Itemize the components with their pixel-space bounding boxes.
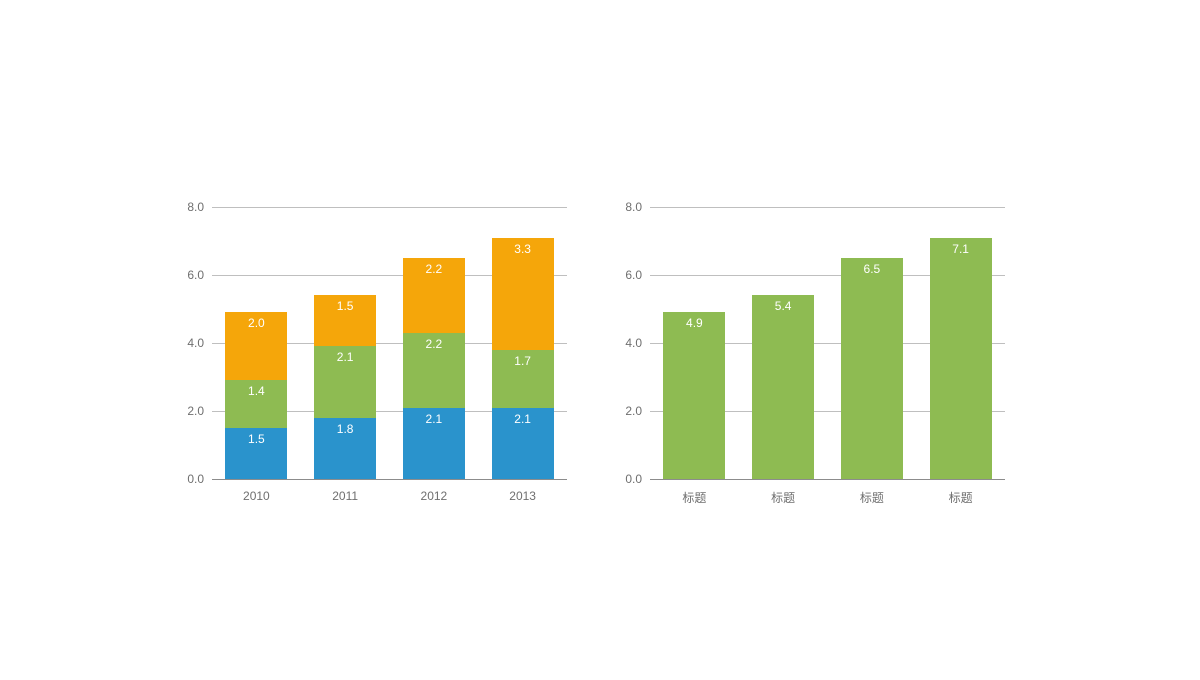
- bar: [930, 238, 992, 479]
- bar-slot: 1.82.11.5: [314, 207, 376, 479]
- bar-slot: 1.51.42.0: [225, 207, 287, 479]
- xtick-label: 2012: [421, 479, 448, 503]
- bar-slot: 4.9: [663, 207, 725, 479]
- bar-segment: [403, 258, 465, 333]
- bar: [663, 312, 725, 479]
- bar-segment: [314, 346, 376, 417]
- xtick-label: 标题: [682, 479, 706, 506]
- ytick-label: 6.0: [625, 268, 650, 282]
- ytick-label: 0.0: [625, 472, 650, 486]
- bar-segment: [225, 428, 287, 479]
- bar-segment: [403, 333, 465, 408]
- bar-segment: [492, 350, 554, 408]
- bar: [841, 258, 903, 479]
- ytick-label: 0.0: [187, 472, 212, 486]
- xtick-label: 标题: [771, 479, 795, 506]
- bar-segment: [225, 312, 287, 380]
- left-stacked-bar-chart: 0.02.04.06.08.020102011201220131.51.42.0…: [212, 207, 567, 479]
- bar-slot: 2.11.73.3: [492, 207, 554, 479]
- left-plot-area: 0.02.04.06.08.020102011201220131.51.42.0…: [212, 207, 567, 479]
- bar-segment: [492, 238, 554, 350]
- ytick-label: 8.0: [625, 200, 650, 214]
- canvas: 0.0 2.0 4.0 6.0 8.0 2010 2011 2012 2013 1.51.42.0…: [0, 0, 1200, 680]
- xtick-label: 标题: [860, 479, 884, 506]
- xtick-label: 2011: [332, 479, 358, 503]
- bar-slot: 5.4: [752, 207, 814, 479]
- right-plot-area: 0.02.04.06.08.0标题标题标题标题4.95.46.57.1: [650, 207, 1005, 479]
- bar-segment: [225, 380, 287, 428]
- bar-segment: [403, 408, 465, 479]
- bar-slot: 6.5: [841, 207, 903, 479]
- ytick-label: 2.0: [187, 404, 212, 418]
- bar: [752, 295, 814, 479]
- ytick-label: 4.0: [625, 336, 650, 350]
- xtick-label: 2010: [243, 479, 270, 503]
- bar-slot: 2.12.22.2: [403, 207, 465, 479]
- xtick-label: 2013: [509, 479, 536, 503]
- ytick-label: 6.0: [187, 268, 212, 282]
- bar-segment: [492, 408, 554, 479]
- bar-slot: 7.1: [930, 207, 992, 479]
- bar-segment: [314, 418, 376, 479]
- bar-segment: [314, 295, 376, 346]
- ytick-label: 4.0: [187, 336, 212, 350]
- ytick-label: 8.0: [187, 200, 212, 214]
- ytick-label: 2.0: [625, 404, 650, 418]
- xtick-label: 标题: [949, 479, 973, 506]
- right-bar-chart: 0.02.04.06.08.0标题标题标题标题4.95.46.57.1: [650, 207, 1005, 479]
